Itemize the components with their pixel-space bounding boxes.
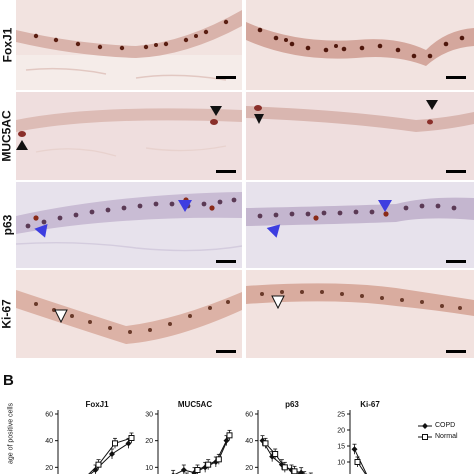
scale-bar [446, 76, 466, 79]
legend-label-copd: COPD [435, 422, 456, 429]
data-point-normal [354, 459, 361, 465]
panel-label-b: B [3, 372, 14, 389]
legend-marker-normal [418, 433, 432, 440]
y-tick-label: 60 [45, 412, 53, 419]
y-tick-label: 20 [145, 438, 153, 445]
data-point-normal [128, 435, 135, 441]
chart-title-p63: p63 [285, 400, 299, 409]
scale-bar [446, 260, 466, 263]
y-tick-label: 10 [145, 465, 153, 472]
series-line-normal [357, 461, 367, 474]
chart-title-muc5ac: MUC5AC [177, 400, 213, 409]
legend-item-copd: COPD [418, 420, 458, 431]
legend-marker-copd [418, 422, 432, 429]
data-point-normal [272, 451, 279, 457]
y-tick-label: 40 [245, 438, 253, 445]
data-point-copd [109, 451, 115, 457]
micrograph-ki67-copd [16, 270, 242, 358]
data-point-copd [351, 446, 358, 453]
scale-bar [216, 260, 236, 263]
y-tick-label: 60 [245, 412, 253, 419]
data-point-normal [205, 461, 212, 468]
y-tick-label: 10 [337, 460, 345, 467]
data-point-normal [194, 467, 201, 473]
chart-title-ki67: Ki-67 [360, 400, 380, 409]
scale-bar [216, 350, 236, 353]
data-point-copd [298, 469, 305, 474]
legend-item-normal: Normal [418, 431, 458, 442]
scale-bar [446, 170, 466, 173]
data-point-normal [226, 432, 233, 439]
micrograph-foxj1-copd [16, 0, 242, 90]
data-point-normal [281, 464, 288, 471]
legend-label-normal: Normal [435, 433, 458, 440]
scale-bar [216, 76, 236, 79]
data-point-normal [262, 440, 269, 447]
y-tick-label: 20 [245, 465, 253, 472]
micrograph-muc5ac-normal [246, 92, 474, 180]
y-tick-label: 25 [337, 412, 345, 419]
scale-bar [446, 350, 466, 353]
y-tick-label: 40 [45, 438, 53, 445]
micrograph-muc5ac-copd [16, 92, 242, 180]
data-point-normal [215, 456, 222, 463]
micrograph-foxj1-normal [246, 0, 474, 90]
micrograph-ki67-normal [246, 270, 474, 358]
y-tick-label: 15 [337, 444, 345, 451]
y-tick-label: 20 [45, 465, 53, 472]
y-tick-label: 20 [337, 428, 345, 435]
legend: COPD Normal [418, 420, 458, 442]
scale-bar [216, 170, 236, 173]
y-tick-label: 30 [145, 412, 153, 419]
data-point-normal [95, 461, 102, 468]
data-point-copd [180, 467, 187, 473]
data-point-normal [112, 440, 118, 447]
micrograph-p63-copd [16, 182, 242, 268]
data-point-copd [125, 440, 132, 447]
micrograph-p63-normal [246, 182, 474, 268]
data-point-normal [291, 468, 298, 474]
chart-title-foxj1: FoxJ1 [85, 400, 109, 409]
